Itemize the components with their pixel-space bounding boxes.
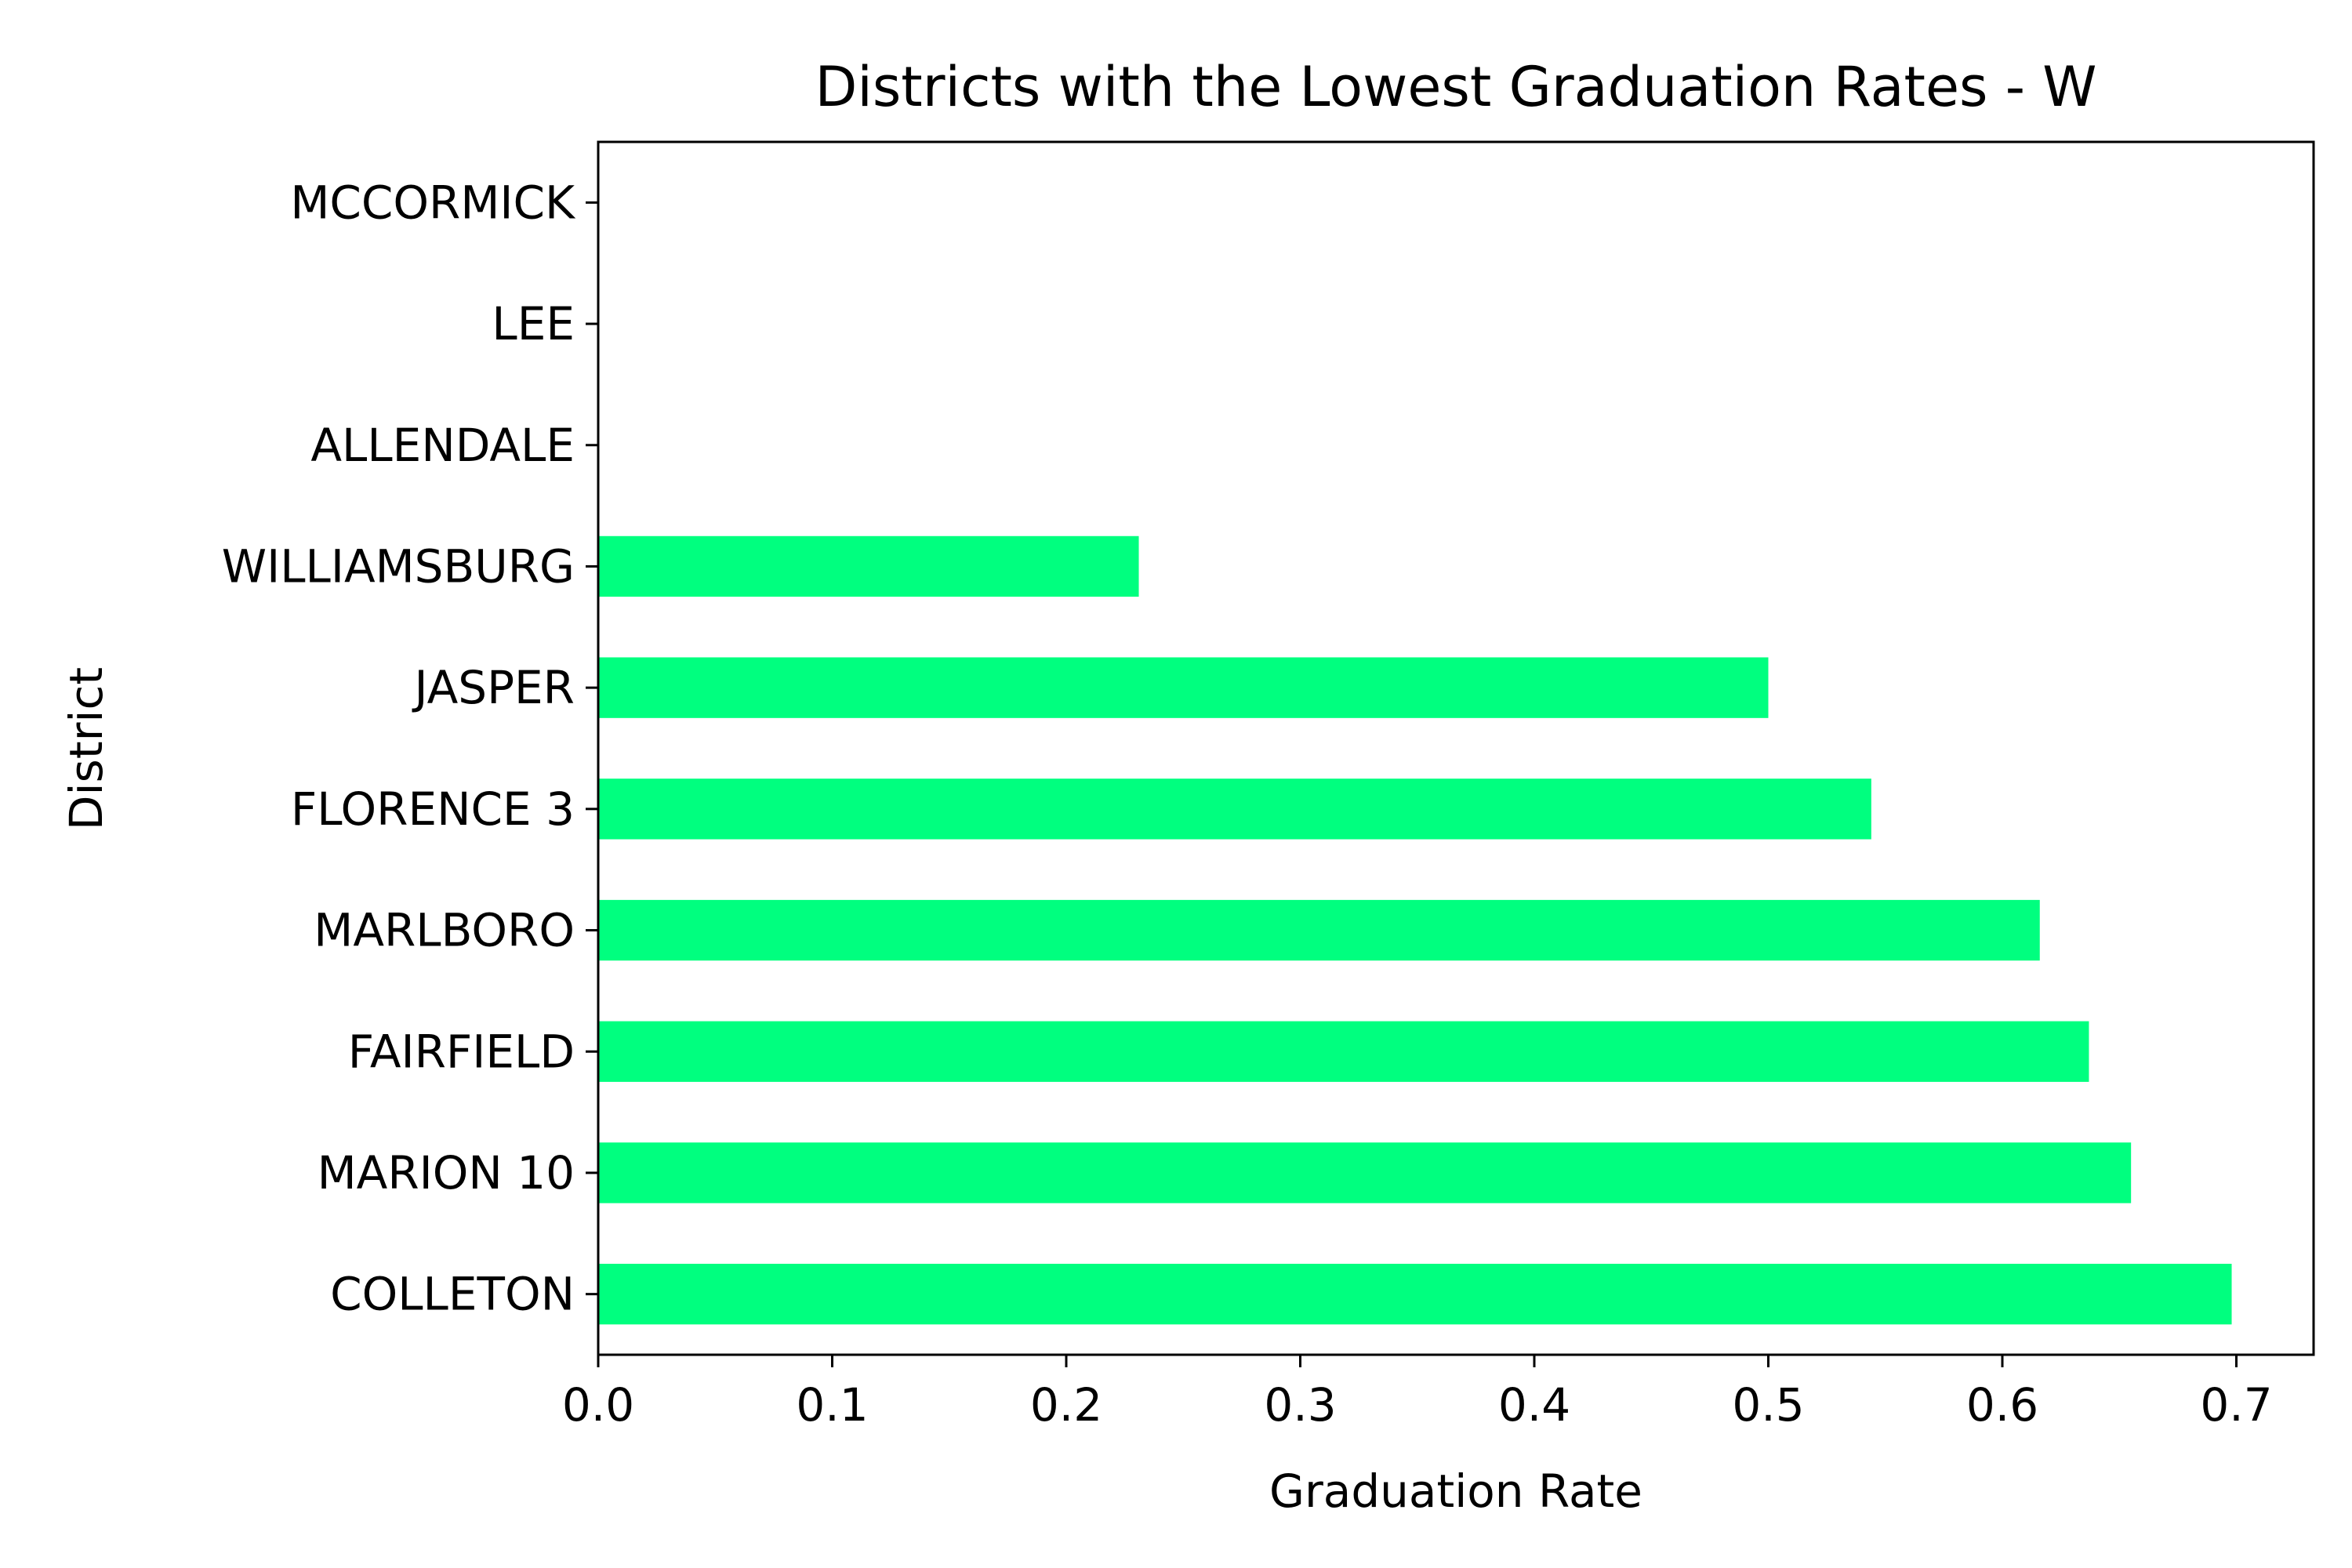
x-tick-label: 0.5: [1732, 1378, 1804, 1432]
x-tick-label: 0.6: [1966, 1378, 2038, 1432]
y-tick-label: MARION 10: [318, 1146, 575, 1200]
bars-group: [598, 535, 2232, 1325]
bar-marlboro: [598, 899, 2040, 961]
y-axis-label: District: [60, 667, 113, 830]
x-tick-label: 0.0: [562, 1378, 634, 1432]
x-tick-label: 0.1: [796, 1378, 868, 1432]
plot-frame: [597, 140, 2315, 1356]
x-axis: 0.0 0.1 0.2 0.3 0.4 0.5 0.6 0.7: [562, 1355, 2273, 1432]
y-tick-label: FLORENCE 3: [291, 782, 575, 836]
y-tick-label: COLLETON: [330, 1268, 575, 1321]
x-axis-label: Graduation Rate: [1269, 1465, 1642, 1518]
y-tick-label: MARLBORO: [314, 904, 575, 957]
bar-marion-10: [598, 1142, 2132, 1203]
y-tick-label: WILLIAMSBURG: [222, 539, 575, 593]
bar-jasper: [598, 657, 1769, 718]
y-tick-label: JASPER: [412, 661, 575, 714]
bar-williamsburg: [598, 535, 1139, 597]
bar-florence-3: [598, 779, 1871, 840]
x-tick-label: 0.4: [1498, 1378, 1570, 1432]
y-tick-label: ALLENDALE: [310, 419, 575, 472]
y-axis: COLLETON MARION 10 FAIRFIELD MARLBORO FLOREN…: [222, 176, 598, 1321]
x-tick-label: 0.3: [1264, 1378, 1336, 1432]
bar-colleton: [598, 1263, 2232, 1325]
bar-fairfield: [598, 1021, 2089, 1082]
chart-title: Districts with the Lowest Graduation Rat…: [815, 55, 2096, 119]
y-tick-label: MCCORMICK: [290, 176, 576, 229]
x-tick-label: 0.7: [2200, 1378, 2272, 1432]
x-tick-label: 0.2: [1030, 1378, 1102, 1432]
y-tick-label: LEE: [492, 297, 575, 350]
y-tick-label: FAIRFIELD: [348, 1025, 575, 1078]
